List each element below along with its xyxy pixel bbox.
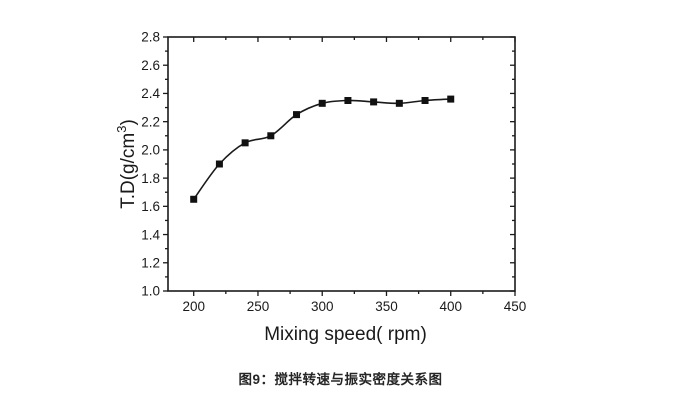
data-point [447, 95, 455, 103]
y-tick-label: 2.4 [141, 86, 160, 101]
x-tick-label: 450 [504, 299, 527, 314]
y-axis-label: T.D(g/cm3) [114, 119, 139, 209]
data-point [395, 99, 403, 107]
x-tick-label: 400 [439, 299, 462, 314]
y-tick-label: 2.0 [141, 143, 160, 158]
y-tick-label: 1.2 [141, 256, 160, 271]
data-point [241, 139, 249, 147]
data-point [344, 97, 352, 104]
data-point [267, 132, 275, 140]
data-point [370, 98, 378, 106]
y-tick-label: 1.0 [141, 284, 160, 299]
data-point [190, 195, 198, 203]
x-tick-label: 200 [182, 299, 205, 314]
data-point [293, 111, 301, 119]
x-tick-label: 250 [247, 299, 270, 314]
y-tick-label: 1.4 [141, 227, 160, 242]
data-point [318, 99, 326, 107]
data-line [193, 98, 451, 200]
y-tick-label: 2.8 [141, 30, 160, 45]
y-tick-label: 1.6 [141, 199, 160, 214]
x-tick-label: 300 [311, 299, 334, 314]
chart-canvas: 200 250 300 350 400 450 1.0 1.2 1.4 1.6 1.8 2.0 2.2 2… [114, 30, 527, 345]
y-tick-label: 2.6 [141, 58, 160, 73]
y-tick-label: 1.8 [141, 171, 160, 186]
x-axis-label: Mixing speed( rpm) [264, 324, 427, 345]
data-point [421, 97, 429, 104]
figure-caption: 图9：搅拌转速与振实密度关系图 [238, 372, 443, 387]
x-tick-label: 350 [375, 299, 398, 314]
y-tick-label: 2.2 [141, 114, 160, 129]
data-point [215, 160, 223, 168]
